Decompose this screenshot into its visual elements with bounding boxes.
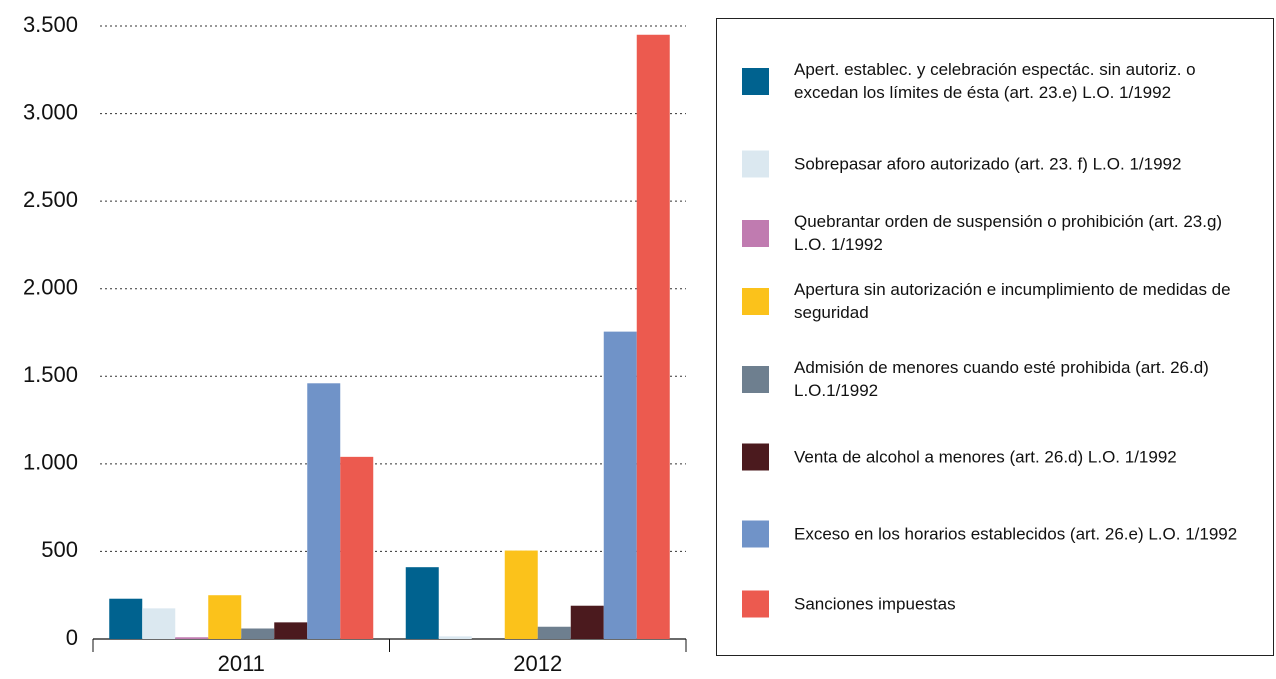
legend-label: Sanciones impuestas	[794, 594, 956, 614]
legend-swatch	[742, 443, 769, 471]
legend-label: Apert. establec. y celebración espectác.…	[794, 60, 1196, 102]
legend-label: Venta de alcohol a menores (art. 26.d) L…	[794, 447, 1177, 467]
legend-label: Apertura sin autorización e incumplimien…	[794, 280, 1231, 322]
bar	[307, 383, 341, 639]
y-tick-label: 0	[66, 625, 78, 650]
legend-item: Admisión de menores cuando esté prohibid…	[742, 356, 1262, 402]
y-tick-label: 3.500	[23, 12, 78, 37]
legend-swatch	[742, 150, 769, 178]
legend-item: Venta de alcohol a menores (art. 26.d) L…	[742, 443, 1262, 471]
legend-swatch	[742, 219, 769, 247]
y-tick-label: 1.000	[23, 450, 78, 475]
bar	[109, 598, 143, 639]
legend-label: Admisión de menores cuando esté prohibid…	[794, 358, 1209, 400]
bar	[405, 567, 439, 639]
bar	[570, 605, 604, 639]
legend-item: Apertura sin autorización e incumplimien…	[742, 278, 1262, 324]
y-tick-label: 2.500	[23, 187, 78, 212]
legend-swatch	[742, 287, 769, 315]
legend-swatch	[742, 590, 769, 618]
bar	[504, 550, 538, 639]
bar	[274, 622, 308, 639]
bar	[636, 34, 670, 639]
legend-swatch	[742, 520, 769, 548]
legend-item: Quebrantar orden de suspensión o prohibi…	[742, 210, 1262, 256]
legend-swatch	[742, 67, 769, 95]
y-tick-label: 3.000	[23, 99, 78, 124]
y-tick-label: 2.000	[23, 275, 78, 300]
bar	[603, 331, 637, 639]
bar	[175, 637, 209, 639]
legend-swatch	[742, 365, 769, 393]
legend: Apert. establec. y celebración espectác.…	[716, 18, 1274, 656]
x-tick-label: 2012	[513, 651, 562, 676]
bar	[208, 595, 242, 639]
y-tick-label: 500	[41, 537, 78, 562]
legend-item: Sobrepasar aforo autorizado (art. 23. f)…	[742, 150, 1262, 178]
bar	[438, 636, 472, 639]
x-tick-label: 2011	[218, 651, 265, 676]
legend-item: Apert. establec. y celebración espectác.…	[742, 58, 1262, 104]
legend-item: Sanciones impuestas	[742, 590, 1262, 618]
bar	[142, 608, 176, 639]
bar	[241, 628, 275, 639]
legend-item: Exceso en los horarios establecidos (art…	[742, 520, 1262, 548]
bar	[340, 456, 374, 639]
legend-label: Quebrantar orden de suspensión o prohibi…	[794, 212, 1223, 254]
bar	[537, 626, 571, 639]
legend-label: Sobrepasar aforo autorizado (art. 23. f)…	[794, 154, 1182, 174]
y-tick-label: 1.500	[23, 362, 78, 387]
legend-label: Exceso en los horarios establecidos (art…	[794, 524, 1238, 544]
